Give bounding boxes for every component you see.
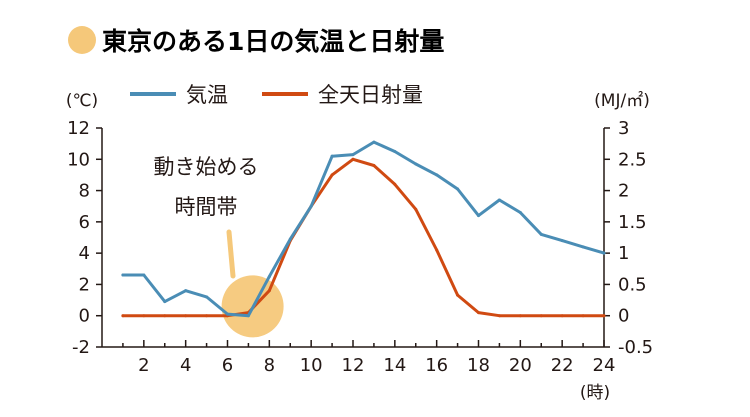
- y-right-tick-label: 0.5: [618, 274, 647, 295]
- x-tick-label: 10: [300, 355, 323, 376]
- data-point-temperature: [142, 273, 146, 277]
- data-point-radiation: [372, 164, 376, 168]
- data-point-temperature: [288, 237, 292, 241]
- y-right-tick-label: -0.5: [618, 337, 653, 358]
- title-bullet-icon: [68, 26, 96, 54]
- y-left-tick-label: 6: [79, 212, 90, 233]
- data-point-temperature: [226, 312, 229, 316]
- data-point-temperature: [435, 173, 439, 177]
- data-point-radiation: [456, 293, 460, 297]
- data-point-temperature: [393, 149, 397, 153]
- data-point-temperature: [456, 187, 460, 191]
- data-point-radiation: [497, 314, 501, 318]
- y-left-tick-label: 2: [79, 274, 90, 295]
- legend-label-radiation: 全天日射量: [318, 83, 423, 107]
- data-point-radiation: [539, 314, 543, 318]
- x-unit: (時): [580, 383, 610, 403]
- x-tick-label: 4: [180, 355, 191, 376]
- y-right-tick-label: 1.5: [618, 212, 647, 233]
- x-tick-label: 14: [383, 355, 406, 376]
- data-point-radiation: [121, 314, 125, 318]
- x-tick-label: 24: [593, 355, 616, 376]
- data-point-radiation: [184, 314, 188, 318]
- annotation-line2: 時間帯: [175, 195, 238, 219]
- data-point-radiation: [414, 207, 418, 211]
- data-point-radiation: [477, 311, 480, 315]
- data-point-temperature: [602, 251, 606, 255]
- data-point-radiation: [560, 314, 564, 318]
- y-left-tick-label: 0: [79, 306, 90, 327]
- y-right-tick-label: 2.5: [618, 149, 647, 170]
- series-group: [121, 140, 606, 318]
- data-point-temperature: [518, 210, 522, 214]
- annotation-line1: 動き始める: [154, 155, 259, 179]
- data-point-radiation: [351, 157, 355, 161]
- data-point-temperature: [246, 314, 250, 318]
- series-line-temperature: [121, 140, 606, 318]
- data-point-radiation: [163, 314, 167, 318]
- data-point-temperature: [351, 153, 355, 157]
- data-point-radiation: [581, 314, 585, 318]
- data-point-temperature: [477, 214, 480, 218]
- data-point-temperature: [560, 239, 564, 243]
- chart-title: 東京のある1日の気温と日射量: [102, 27, 444, 56]
- y-right-tick-label: 0: [618, 306, 629, 327]
- annotation-pointer: [226, 229, 236, 279]
- x-tick-label: 20: [509, 355, 532, 376]
- y-left-tick-label: -2: [72, 337, 90, 358]
- data-point-radiation: [330, 173, 334, 177]
- y-right-tick-label: 1: [618, 243, 629, 264]
- data-point-temperature: [330, 154, 334, 158]
- y-left-tick-label: 4: [79, 243, 90, 264]
- data-point-radiation: [393, 182, 397, 186]
- series-line-radiation: [121, 157, 606, 318]
- data-point-temperature: [205, 295, 209, 299]
- data-point-temperature: [372, 140, 376, 144]
- y-left-tick-label: 10: [67, 149, 90, 170]
- y-left-tick-label: 12: [67, 118, 90, 139]
- data-point-radiation: [518, 314, 522, 318]
- x-tick-label: 22: [551, 355, 574, 376]
- data-point-radiation: [435, 248, 439, 252]
- x-tick-label: 16: [425, 355, 448, 376]
- y-right-tick-label: 2: [618, 181, 629, 202]
- y-right-unit: (MJ/㎡): [594, 91, 650, 111]
- data-point-radiation: [142, 314, 146, 318]
- data-point-temperature: [414, 162, 418, 166]
- data-point-temperature: [163, 300, 167, 304]
- data-point-temperature: [539, 232, 543, 236]
- data-point-temperature: [267, 275, 271, 279]
- data-point-temperature: [184, 289, 188, 293]
- data-point-temperature: [121, 273, 125, 277]
- y-left-unit: (℃): [66, 91, 98, 111]
- x-tick-label: 6: [222, 355, 233, 376]
- x-tick-label: 2: [138, 355, 149, 376]
- x-tick-label: 12: [342, 355, 365, 376]
- data-point-temperature: [309, 204, 313, 208]
- x-tick-label: 18: [467, 355, 490, 376]
- data-point-temperature: [581, 245, 585, 249]
- data-point-radiation: [602, 314, 606, 318]
- data-point-radiation: [205, 314, 209, 318]
- data-point-radiation: [267, 289, 271, 293]
- x-tick-label: 8: [264, 355, 275, 376]
- y-left-tick-label: 8: [79, 181, 90, 202]
- data-point-temperature: [497, 198, 501, 202]
- y-right-tick-label: 3: [618, 118, 629, 139]
- legend-label-temperature: 気温: [186, 83, 228, 107]
